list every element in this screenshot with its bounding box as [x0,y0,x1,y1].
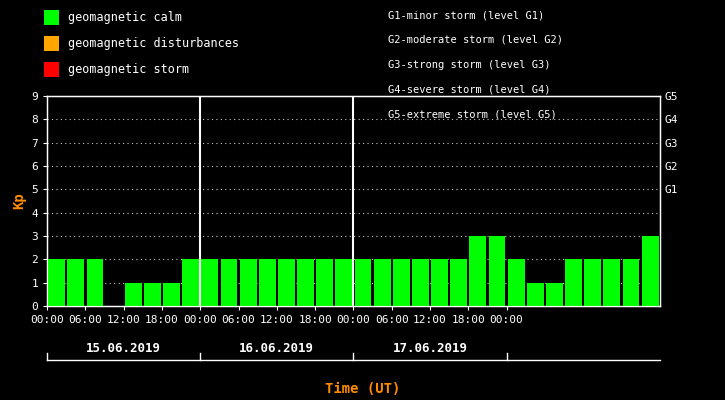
Bar [527,283,544,306]
Bar [412,259,429,306]
Bar [259,259,276,306]
Bar [566,259,582,306]
Bar [450,259,467,306]
Bar [163,283,180,306]
Bar [125,283,141,306]
Bar [355,259,371,306]
Bar [470,236,486,306]
Bar [642,236,658,306]
Bar [623,259,639,306]
Bar [316,259,334,306]
Bar [144,283,161,306]
Bar [507,259,525,306]
Text: geomagnetic calm: geomagnetic calm [68,11,182,24]
Bar [603,259,621,306]
Text: geomagnetic disturbances: geomagnetic disturbances [68,37,239,50]
Bar [489,236,505,306]
Bar [182,259,199,306]
Text: Time (UT): Time (UT) [325,382,400,396]
Text: 15.06.2019: 15.06.2019 [86,342,161,355]
Bar [584,259,601,306]
Bar [373,259,391,306]
Bar [202,259,218,306]
Bar [393,259,410,306]
Text: G2-moderate storm (level G2): G2-moderate storm (level G2) [388,35,563,45]
Bar [546,283,563,306]
Text: 17.06.2019: 17.06.2019 [392,342,468,355]
Text: G3-strong storm (level G3): G3-strong storm (level G3) [388,60,550,70]
Text: G4-severe storm (level G4): G4-severe storm (level G4) [388,84,550,94]
Y-axis label: Kp: Kp [12,193,26,209]
Bar [49,259,65,306]
Text: G5-extreme storm (level G5): G5-extreme storm (level G5) [388,109,557,119]
Text: G1-minor storm (level G1): G1-minor storm (level G1) [388,10,544,20]
Bar [220,259,237,306]
Bar [431,259,448,306]
Bar [278,259,295,306]
Bar [86,259,104,306]
Bar [240,259,257,306]
Text: geomagnetic storm: geomagnetic storm [68,63,189,76]
Bar [336,259,352,306]
Text: 16.06.2019: 16.06.2019 [239,342,315,355]
Bar [67,259,84,306]
Bar [297,259,314,306]
